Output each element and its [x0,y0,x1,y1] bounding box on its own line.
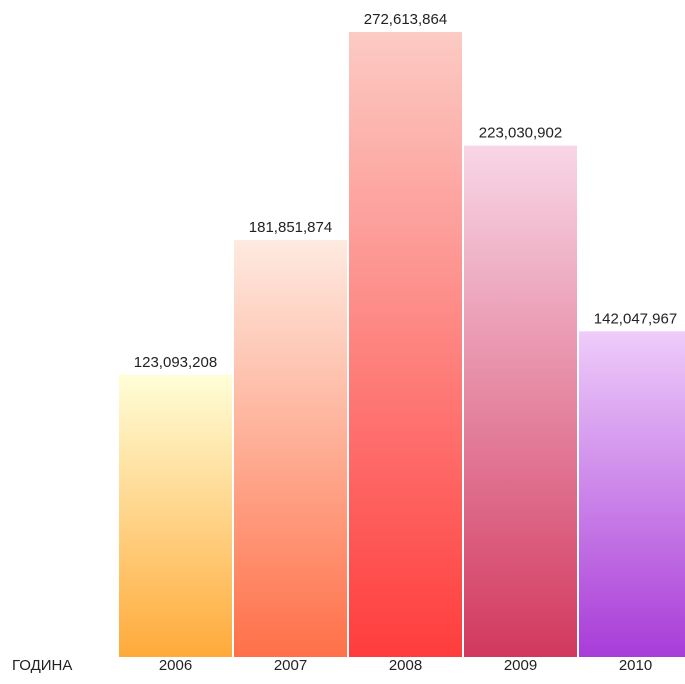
x-tick-label-2006: 2006 [159,657,192,674]
x-tick-label-2009: 2009 [504,657,537,674]
x-axis-label: ГОДИНА [12,657,72,674]
value-label-2010: 142,047,967 [594,310,677,327]
bar-2008 [349,32,462,657]
x-tick-label-2007: 2007 [274,657,307,674]
bar-2007 [234,240,347,657]
value-label-2008: 272,613,864 [364,11,447,28]
value-labels-layer: 123,093,208 181,851,874 272,613,864 223,030… [134,11,677,371]
bar-2006 [119,374,232,657]
x-tick-labels-layer: 2006 2007 2008 2009 2010 [159,657,652,674]
x-tick-label-2010: 2010 [619,657,652,674]
x-tick-label-2008: 2008 [389,657,422,674]
value-label-2006: 123,093,208 [134,354,217,371]
bars-layer [119,32,685,657]
bar-2010 [579,331,685,657]
value-label-2009: 223,030,902 [479,125,562,142]
bar-2009 [464,145,577,657]
value-label-2007: 181,851,874 [249,219,332,236]
